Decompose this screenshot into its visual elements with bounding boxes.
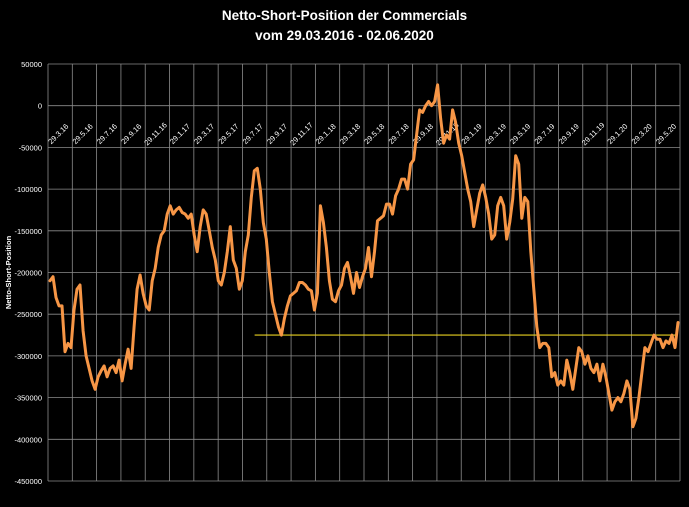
x-tick-label: 29.5.18	[362, 122, 386, 146]
series-line	[48, 83, 680, 429]
chart-title: Netto-Short-Position der Commercials	[221, 8, 468, 23]
y-tick-label: -400000	[14, 435, 42, 444]
x-tick-label: 29.3.18	[338, 122, 362, 146]
x-tick-label: 29.3.16	[46, 122, 70, 146]
x-tick-label: 29.1.19	[460, 122, 484, 146]
y-tick-label: -350000	[14, 394, 42, 403]
x-tick-label: 29.5.19	[508, 122, 532, 146]
x-tick-label: 29.1.18	[314, 122, 338, 146]
x-tick-label: 29.11.16	[142, 121, 169, 148]
x-tick-label: 29.9.17	[265, 122, 289, 146]
x-tick-label: 29.7.18	[387, 122, 411, 146]
x-tick-label: 29.9.16	[119, 122, 143, 146]
x-tick-label: 29.3.19	[484, 122, 508, 146]
x-tick-label: 29.5.20	[654, 122, 678, 146]
x-tick-label: 29.11.19	[580, 121, 607, 148]
y-tick-label: -100000	[14, 185, 42, 194]
x-tick-label: 29.1.17	[168, 122, 192, 146]
y-tick-label: -450000	[14, 477, 42, 486]
y-tick-label: -200000	[14, 269, 42, 278]
y-tick-label: -300000	[14, 352, 42, 361]
y-tick-label: -250000	[14, 310, 42, 319]
y-tick-label: -50000	[19, 143, 42, 152]
y-tick-label: 50000	[21, 60, 42, 69]
y-tick-label: 0	[38, 102, 42, 111]
chart-subtitle: vom 29.03.2016 - 02.06.2020	[255, 28, 434, 43]
x-tick-label: 29.5.16	[71, 122, 95, 146]
x-tick-label: 29.7.19	[533, 122, 557, 146]
x-tick-label: 29.7.17	[241, 122, 265, 146]
x-tick-label: 29.11.17	[288, 121, 315, 148]
x-tick-label: 29.3.17	[192, 122, 216, 146]
x-tick-label: 29.5.17	[217, 122, 241, 146]
x-tick-label: 29.9.19	[557, 122, 581, 146]
x-tick-label: 29.7.16	[95, 122, 119, 146]
x-tick-label: 29.3.20	[630, 122, 654, 146]
y-axis-title: Netto-Short-Position	[4, 235, 13, 309]
y-tick-label: -150000	[14, 227, 42, 236]
x-tick-label: 29.1.20	[605, 122, 629, 146]
